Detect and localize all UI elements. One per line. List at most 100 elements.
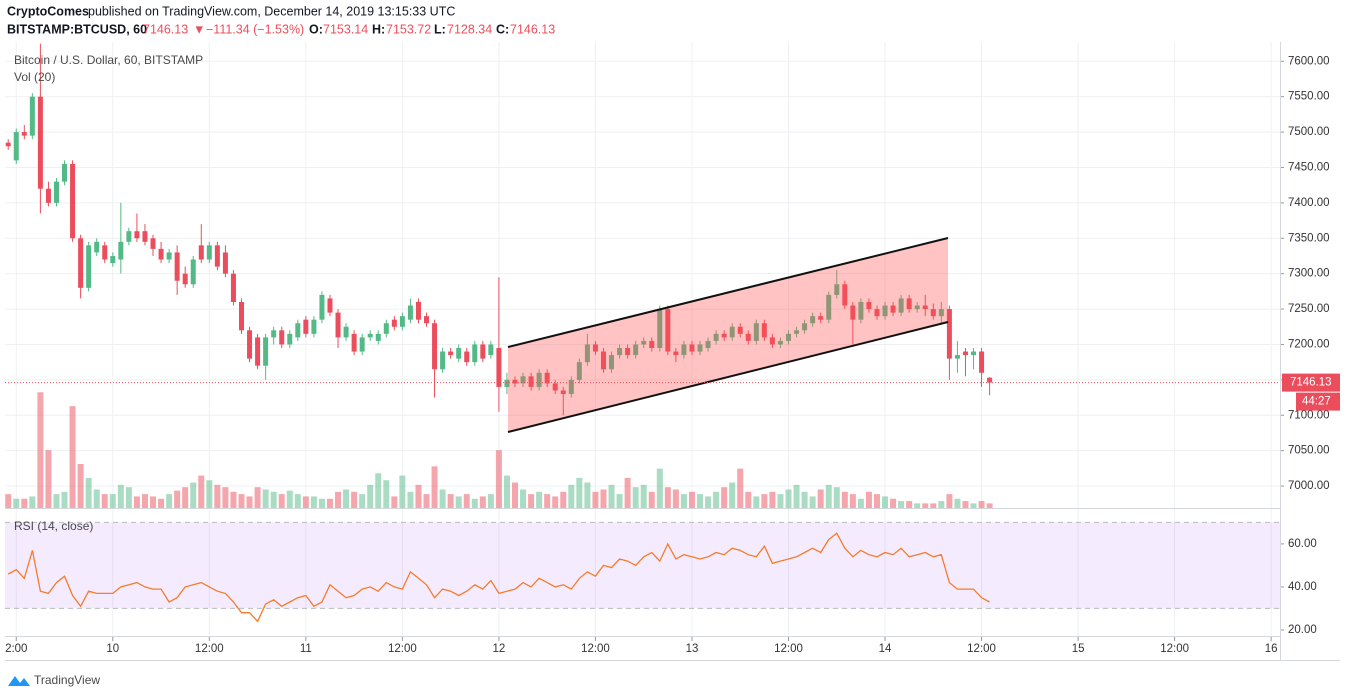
volume-bar [246,496,253,508]
volume-bar [705,496,712,508]
candle-body [448,351,454,356]
y-tick-label: 7100.00 [1288,409,1330,421]
candle-body [440,351,446,370]
x-tick-label: 13 [686,643,699,655]
candle-body [230,273,236,302]
y-tick-label: 7000.00 [1288,480,1330,492]
volume-bar [568,484,575,508]
candle-body [560,390,566,395]
candle-body [488,344,494,356]
x-tick-label: 12 [493,643,506,655]
candle-body [802,323,808,331]
candle-body [842,284,848,306]
volume-bar [367,484,374,508]
volume-bar [61,491,68,508]
volume-bar [351,491,358,508]
volume-bar [769,491,776,508]
volume-bar [608,484,615,508]
volume-bar [141,494,148,508]
volume-bar [302,496,309,508]
volume-bar [13,498,20,508]
volume-bar [865,491,872,508]
published: published on TradingView.com, December 1… [88,4,455,18]
volume-bar [544,494,551,508]
candle-body [327,298,333,313]
candle-body [415,301,421,320]
candle-body [898,298,904,313]
volume-bar [632,487,639,508]
candle-body [536,372,542,387]
candle-body [287,333,293,345]
volume-bar [117,484,124,508]
volume-bar [584,482,591,508]
volume-bar [310,496,317,508]
candle-body [987,377,993,383]
volume-bar [415,484,422,508]
volume-bar [624,477,631,508]
candle-body [504,379,510,387]
high-label: H: [372,22,385,36]
candle-body [818,316,824,320]
open-label: O: [309,22,323,36]
volume-bar [69,406,76,508]
symbol: BITSTAMP:BTCUSD, 60 [7,22,147,36]
x-tick-label: 12:00 [195,643,224,655]
volume-bar [423,494,430,508]
volume-bar [391,496,398,508]
volume-bar [664,487,671,508]
y-tick-label: 7550.00 [1288,91,1330,103]
candle-body [126,231,132,242]
volume-bar [785,489,792,508]
candle-body [118,241,124,260]
candle-body [311,319,317,334]
rsi-line [7,532,990,623]
candle-body [737,326,743,334]
volume-bar [817,489,824,508]
countdown-tag [1296,392,1340,411]
candle-body [206,245,212,260]
volume-bar [133,496,140,508]
candle-body [78,238,84,288]
candle-body [5,142,11,147]
pane-separator [5,508,1280,509]
volume-bar [198,475,205,508]
volume-bar [230,491,237,508]
volume-bar [946,494,953,508]
candle-body [472,344,478,363]
candle-body [568,379,574,395]
volume-bar [5,494,12,508]
volume-bar [278,494,285,508]
volume-bar [930,503,937,508]
volume-bar [455,496,462,508]
candle-body [617,348,623,356]
volume-bar [109,494,116,508]
volume-bar [898,501,905,508]
tradingview-logo [8,676,30,686]
candle-body [222,252,228,274]
x-tick-label: 12:00 [388,643,417,655]
candle-body [407,305,413,320]
x-tick-label: 12:00 [1160,643,1189,655]
candle-body [367,333,373,338]
volume-bar [809,496,816,508]
y-tick-label: 7500.00 [1288,126,1330,138]
y-tick-label: 7350.00 [1288,232,1330,244]
volume-bar [890,498,897,508]
volume-bar [190,482,197,508]
volume-bar [672,489,679,508]
candle-body [600,351,606,370]
volume-bar [970,503,977,508]
brand: TradingView [34,673,100,687]
channel-upper [507,237,949,348]
candle-body [633,344,639,356]
x-tick-label: 2:00 [5,643,27,655]
x-tick-label: 16 [1265,643,1278,655]
volume-bar [37,392,44,508]
volume-bar [150,496,157,508]
volume-bar [262,489,269,508]
pane-title: Bitcoin / U.S. Dollar, 60, BITSTAMP [14,53,203,67]
volume-bar [801,491,808,508]
volume-bar [85,477,92,508]
candle-body [721,333,727,338]
volume-bar [399,475,406,508]
